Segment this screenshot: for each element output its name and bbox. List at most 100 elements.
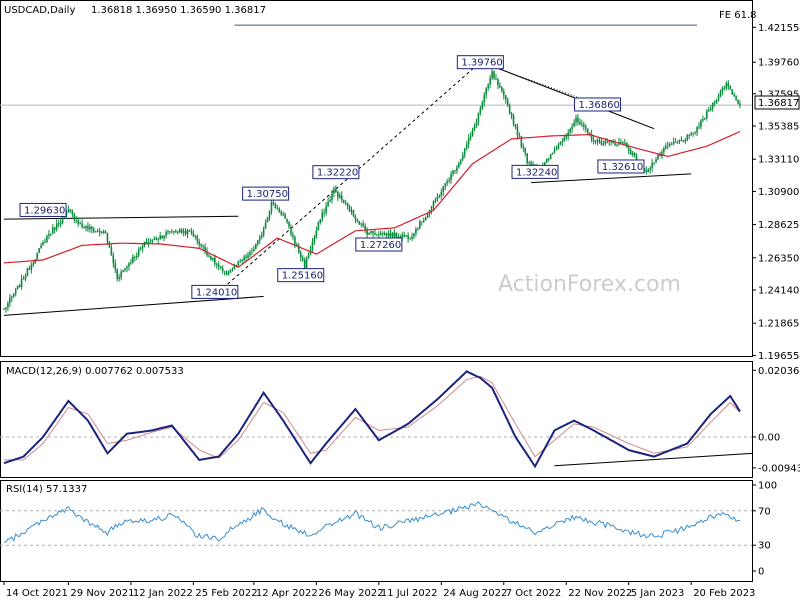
candle-body <box>96 230 99 232</box>
candle-body <box>442 186 445 192</box>
candle-body <box>393 232 396 237</box>
price-label-box <box>355 237 403 252</box>
trendline <box>491 65 655 130</box>
candle-body <box>75 220 78 221</box>
candle-body <box>577 117 579 122</box>
candle-body <box>26 268 29 277</box>
candle-body <box>481 102 484 109</box>
candle-body <box>581 123 583 125</box>
date-tick-label: 12 Apr 2022 <box>256 588 318 599</box>
candle-body <box>180 229 183 233</box>
candle-body <box>707 110 710 112</box>
candle-body <box>204 246 206 252</box>
candle-body <box>547 159 550 160</box>
candle-body <box>666 145 669 147</box>
candle-body <box>717 95 720 101</box>
candle-body <box>155 238 158 240</box>
candle-body <box>120 272 122 278</box>
candle-body <box>452 170 454 174</box>
current-price-label: 1.36817 <box>758 98 799 109</box>
candle-body <box>518 135 521 137</box>
candle-body <box>682 140 685 142</box>
ohlc-label: 1.36818 1.36950 1.36590 1.36817 <box>91 5 266 16</box>
candle-body <box>331 193 333 201</box>
candle-body <box>676 141 679 143</box>
candle-body <box>567 132 570 137</box>
candle-body <box>215 263 218 265</box>
candle-body <box>243 256 245 261</box>
symbol-label: USDCAD,Daily <box>4 5 75 16</box>
price-label-box <box>511 164 559 179</box>
candle-body <box>594 141 597 143</box>
candle-body <box>319 219 322 223</box>
candle-body <box>139 248 142 250</box>
candle-body <box>100 232 103 234</box>
candle-body <box>573 122 575 127</box>
candle-body <box>706 111 708 119</box>
candle-body <box>364 225 366 230</box>
candle-body <box>98 230 101 233</box>
candle-body <box>212 257 214 260</box>
price-tick-label: 1.37595 <box>758 89 799 100</box>
candle-body <box>403 234 406 237</box>
rsi-tick-label: 70 <box>758 506 771 517</box>
candle-body <box>493 71 495 79</box>
candle-body <box>184 231 187 235</box>
candle-body <box>104 231 107 234</box>
candle-body <box>135 255 138 258</box>
candle-body <box>223 271 226 273</box>
candle-body <box>370 231 372 233</box>
current-price-box <box>754 95 800 110</box>
candle-body <box>672 141 675 145</box>
candle-body <box>50 233 52 235</box>
candle-body <box>692 132 694 134</box>
candle-body <box>171 231 173 233</box>
candle-body <box>489 78 491 85</box>
candle-body <box>608 140 610 142</box>
candle-body <box>368 232 370 235</box>
candle-body <box>178 229 181 233</box>
rsi-pane <box>0 480 753 582</box>
candle-body <box>44 242 46 244</box>
candle-body <box>565 136 568 138</box>
candle-body <box>182 231 185 233</box>
candle-body <box>479 108 482 114</box>
candle-body <box>622 142 624 144</box>
candle-body <box>292 234 294 238</box>
candle-body <box>67 209 70 212</box>
candle-body <box>702 119 704 121</box>
candle-body <box>657 154 659 160</box>
candle-body <box>487 84 489 89</box>
candle-body <box>426 213 429 218</box>
candle-body <box>102 231 105 234</box>
candle-body <box>374 233 376 235</box>
rsi-line <box>3 501 740 543</box>
price-tick-label: 1.28625 <box>758 220 799 231</box>
candle-body <box>124 268 126 271</box>
candle-body <box>387 233 390 237</box>
candle-body <box>477 113 480 122</box>
candle-body <box>645 170 648 173</box>
candle-body <box>469 135 472 139</box>
rsi-tick-label: 100 <box>758 481 777 492</box>
price-label-box <box>573 97 621 112</box>
price-label: 1.36860 <box>578 100 619 111</box>
candle-body <box>475 121 478 126</box>
candle-body <box>20 278 23 287</box>
candle-body <box>40 245 42 249</box>
candle-body <box>596 139 599 142</box>
candle-body <box>668 144 671 146</box>
candle-body <box>258 237 261 241</box>
candle-body <box>36 252 38 260</box>
candle-body <box>38 248 40 253</box>
candle-body <box>733 94 735 96</box>
date-tick-label: 5 Jan 2023 <box>631 588 685 599</box>
candle-body <box>360 223 363 225</box>
candle-body <box>665 146 667 149</box>
price-label-box <box>456 55 504 70</box>
candle-body <box>22 278 25 280</box>
candle-body <box>627 147 630 151</box>
candle-body <box>729 86 732 90</box>
candle-body <box>690 133 692 135</box>
